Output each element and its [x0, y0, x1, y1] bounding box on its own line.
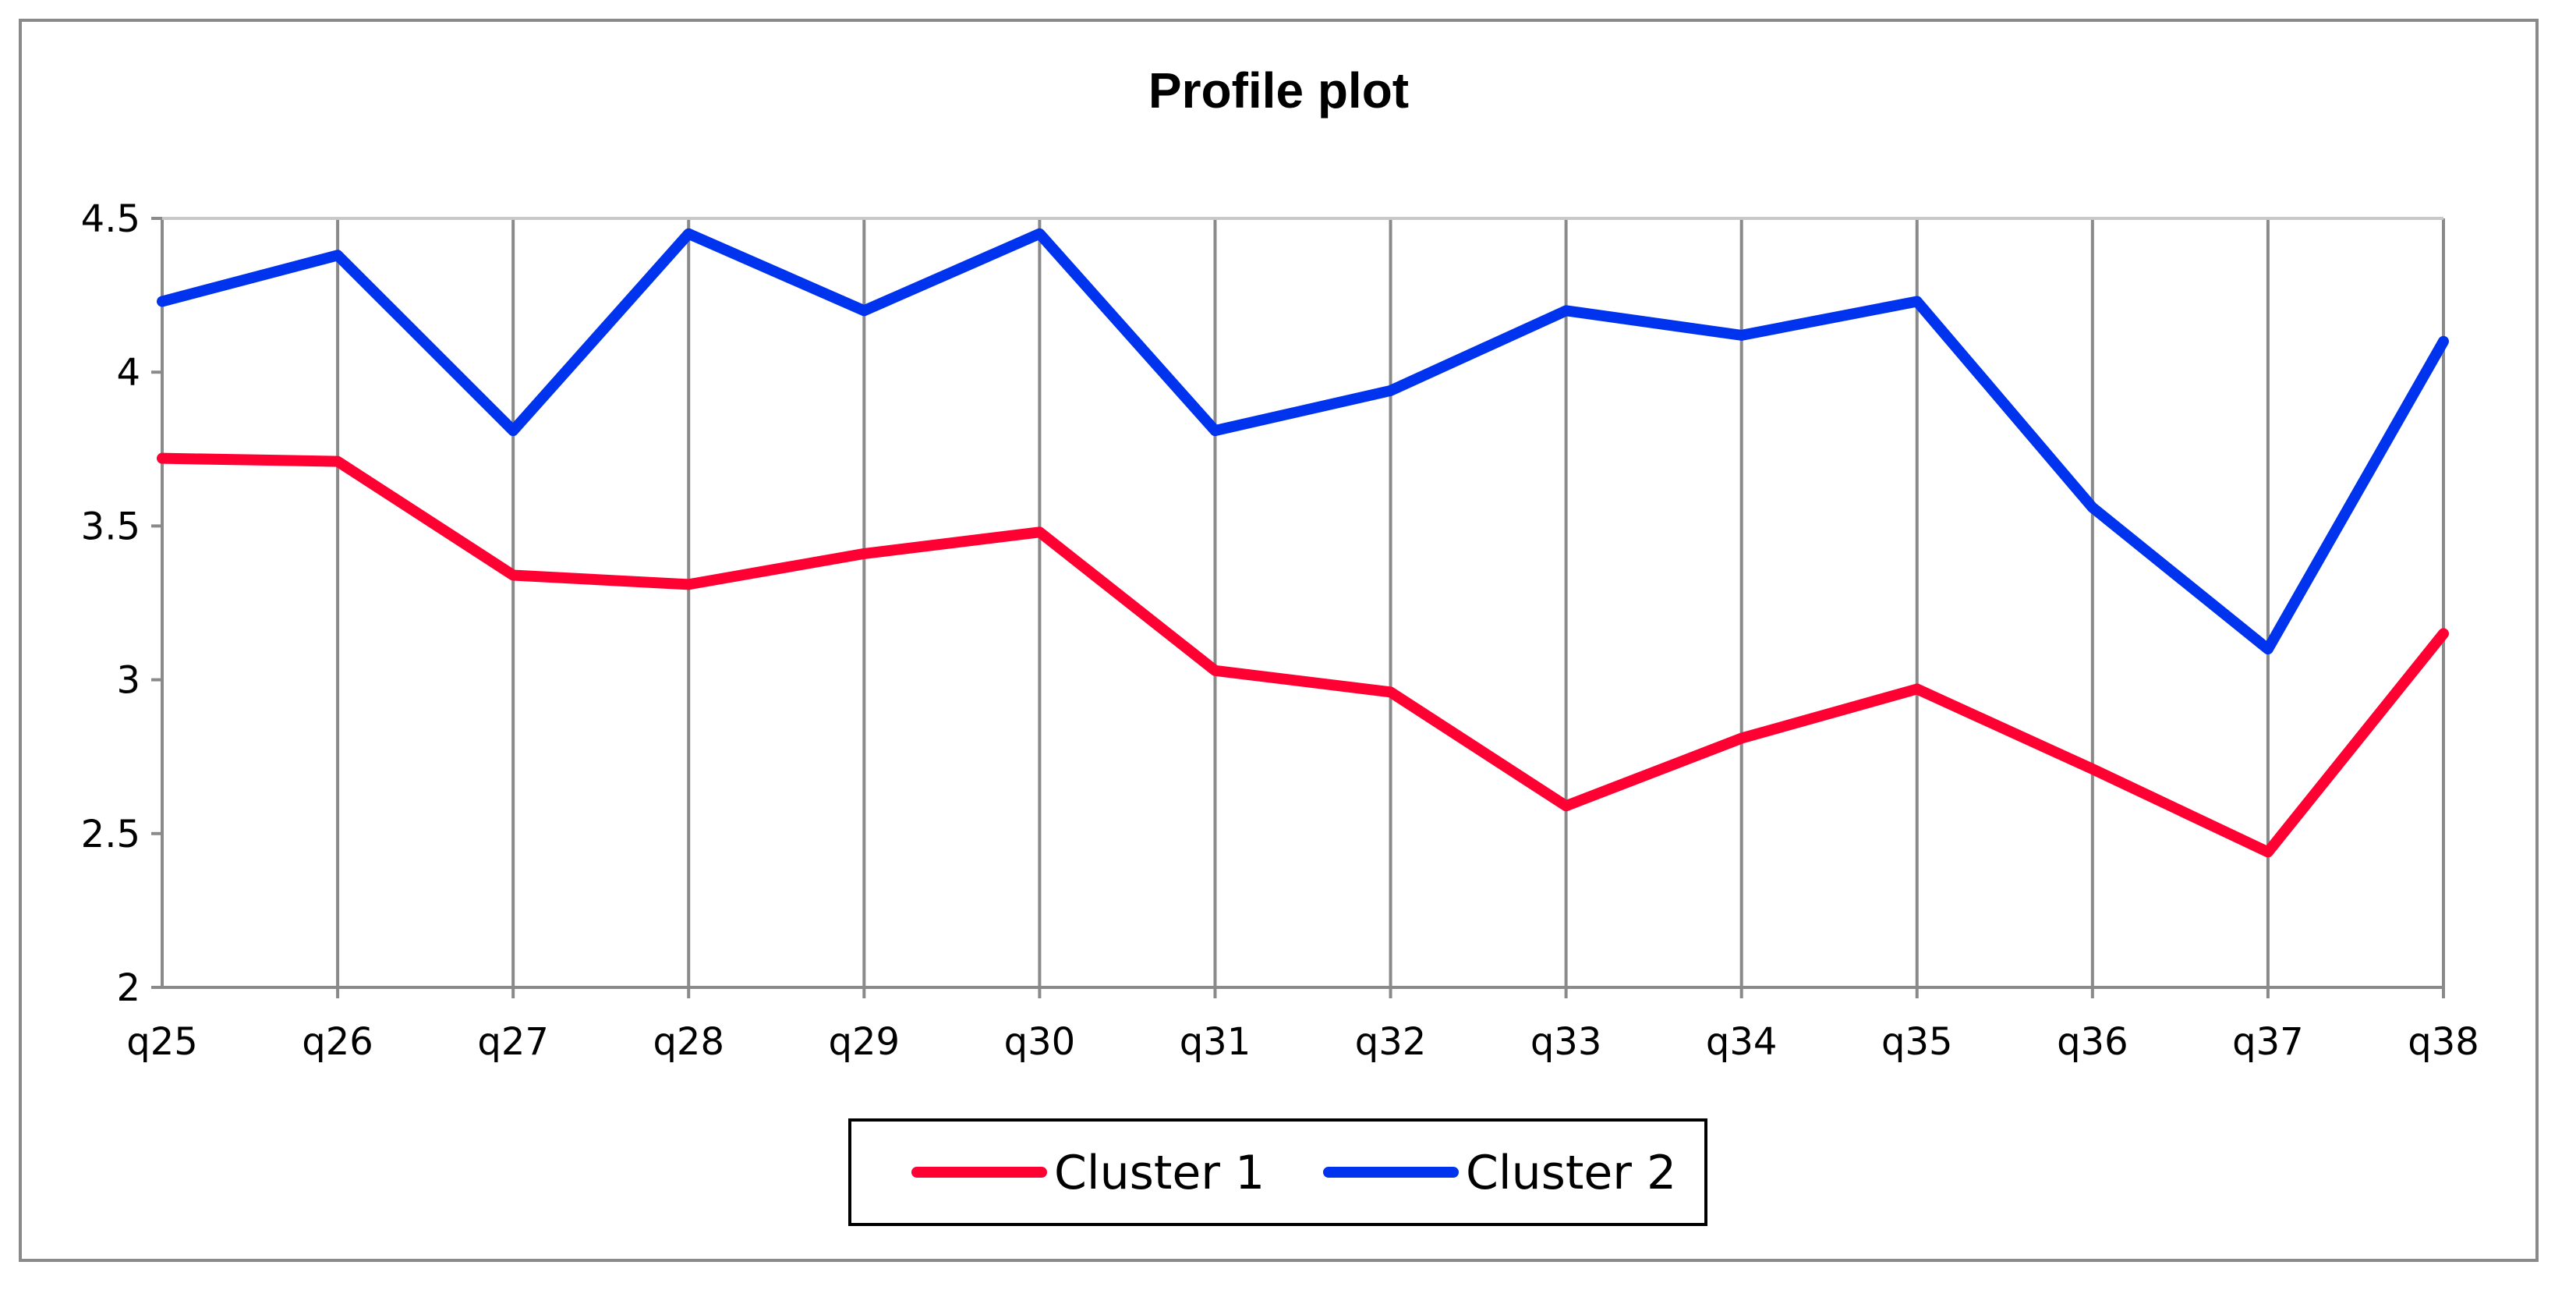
legend: Cluster 1 Cluster 2 — [848, 1118, 1707, 1226]
x-tick-label-q34: q34 — [1706, 1020, 1778, 1064]
data-point-cluster-1-q38 — [2442, 632, 2445, 636]
legend-label-cluster-2: Cluster 2 — [1466, 1146, 1676, 1200]
x-tick-label-q31: q31 — [1180, 1020, 1251, 1064]
data-point-cluster-2-q25 — [161, 299, 164, 303]
data-point-cluster-2-q30 — [1038, 232, 1042, 236]
axes — [161, 217, 2443, 989]
y-tick-label: 4 — [116, 351, 140, 395]
data-point-cluster-2-q29 — [862, 309, 866, 313]
y-tick-label: 3.5 — [81, 505, 140, 548]
data-point-cluster-2-q26 — [336, 253, 340, 257]
profile-chart: Profile plot 22.533.544.5 q25 q26 q27 q28 q2… — [81, 62, 2479, 1226]
y-tick-label: 3 — [116, 659, 140, 703]
chart-title: Profile plot — [1148, 62, 1409, 119]
y-tick-label: 2.5 — [81, 813, 140, 856]
data-point-cluster-2-q35 — [1915, 299, 1919, 303]
x-tick-label-q33: q33 — [1530, 1020, 1602, 1064]
data-point-cluster-2-q32 — [1389, 388, 1392, 392]
series-line-cluster-1 — [157, 452, 2449, 858]
data-point-cluster-1-q31 — [1213, 668, 1217, 672]
x-tick-label-q35: q35 — [1881, 1020, 1953, 1064]
data-point-cluster-1-q35 — [1915, 687, 1919, 691]
data-point-cluster-2-q31 — [1213, 429, 1217, 433]
data-point-cluster-1-q27 — [511, 573, 515, 577]
data-point-cluster-1-q26 — [336, 459, 340, 463]
x-tick-label-q28: q28 — [653, 1020, 724, 1064]
x-axis-ticks: q25 q26 q27 q28 q29 q30 q31 q32 q33 q34 q35 q36 q37 q… — [126, 1020, 2479, 1064]
x-tick-label-q25: q25 — [126, 1020, 198, 1064]
y-tick-label: 4.5 — [81, 197, 140, 241]
data-point-cluster-1-q32 — [1389, 690, 1392, 694]
x-tick-label-q29: q29 — [829, 1020, 901, 1064]
data-point-cluster-2-q28 — [687, 232, 691, 236]
chart-frame: Profile plot 2 2.5 3 3.5 4 4.5 q25 q26 q27 q28 q2… — [19, 19, 2539, 1262]
data-point-cluster-1-q33 — [1564, 804, 1568, 808]
x-tick-label-q37: q37 — [2232, 1020, 2304, 1064]
x-tick-label-q26: q26 — [302, 1020, 373, 1064]
x-tick-label-q32: q32 — [1355, 1020, 1427, 1064]
series — [157, 228, 2449, 858]
data-point-cluster-1-q36 — [2090, 767, 2094, 771]
data-point-cluster-2-q34 — [1739, 333, 1743, 337]
data-point-cluster-2-q27 — [511, 429, 515, 433]
data-point-cluster-2-q36 — [2090, 505, 2094, 509]
data-point-cluster-1-q28 — [687, 583, 691, 587]
data-point-cluster-1-q34 — [1739, 736, 1743, 740]
data-point-cluster-2-q37 — [2266, 647, 2270, 651]
grid — [336, 218, 2445, 998]
data-point-cluster-1-q25 — [161, 456, 164, 460]
data-point-cluster-1-q29 — [862, 551, 866, 555]
data-point-cluster-1-q37 — [2266, 850, 2270, 854]
x-tick-label-q30: q30 — [1004, 1020, 1076, 1064]
data-point-cluster-2-q33 — [1564, 309, 1568, 313]
data-point-cluster-2-q38 — [2442, 339, 2445, 343]
y-axis-ticks: 2 2.5 3 3.5 4 4.5 — [81, 197, 162, 1010]
data-point-cluster-1-q30 — [1038, 530, 1042, 534]
x-tick-label-q38: q38 — [2408, 1020, 2479, 1064]
series-line-cluster-2 — [157, 228, 2449, 655]
legend-label-cluster-1: Cluster 1 — [1054, 1146, 1265, 1200]
x-tick-label-q36: q36 — [2057, 1020, 2128, 1064]
y-tick-label: 2 — [116, 966, 140, 1010]
x-tick-label-q27: q27 — [477, 1020, 549, 1064]
